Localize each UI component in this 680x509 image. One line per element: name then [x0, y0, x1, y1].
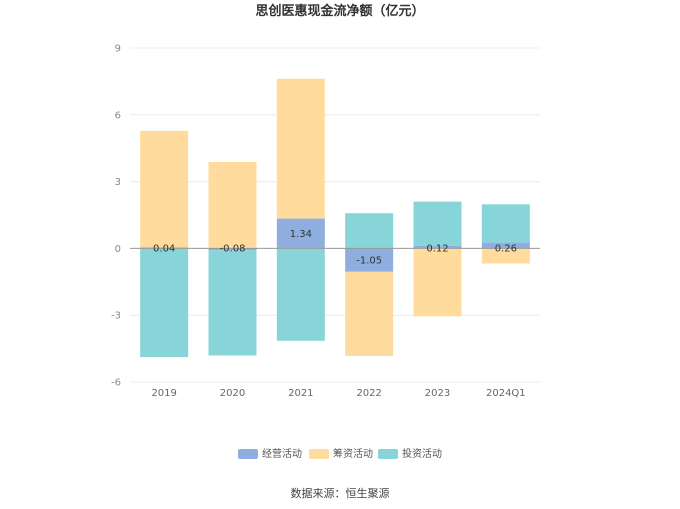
bar-segment [481, 204, 530, 243]
y-axis-ticks: 9 6 3 0 -3 -6 [111, 44, 121, 389]
bar-segment [140, 248, 189, 358]
x-tick-label: 2022 [356, 388, 381, 399]
bar-segment [208, 250, 257, 356]
legend: 经营活动 筹资活动 投资活动 [238, 447, 442, 460]
data-label: 0.26 [495, 243, 517, 254]
data-labels: 0.04 -0.08 1.34 -1.05 0.12 0.26 [153, 229, 517, 267]
data-label: -0.08 [220, 243, 246, 254]
bars [140, 78, 530, 358]
bar-segment [481, 248, 530, 264]
data-label: 0.04 [153, 243, 175, 254]
x-tick-label: 2019 [151, 388, 176, 399]
y-tick-label: 9 [115, 44, 121, 55]
data-label: 1.34 [290, 229, 312, 240]
grid-lines [130, 47, 540, 383]
bar-segment [413, 245, 462, 249]
bar-segment [276, 78, 325, 219]
y-tick-label: -6 [111, 378, 121, 389]
x-tick-label: 2023 [425, 388, 450, 399]
bar-segment [345, 271, 394, 356]
bar-segment [481, 242, 530, 249]
legend-swatch [238, 449, 258, 459]
bar-segment [413, 201, 462, 246]
bar-segment [276, 218, 325, 249]
chart-title: 思创医惠现金流净额（亿元） [255, 3, 424, 19]
bar-segment [345, 248, 394, 272]
bar-segment [276, 248, 325, 341]
y-tick-label: 0 [115, 244, 121, 255]
source-note: 数据来源：恒生聚源 [291, 486, 390, 500]
bar-segment [413, 248, 462, 317]
bar-segment [140, 130, 189, 248]
x-tick-label: 2024Q1 [486, 388, 526, 399]
legend-swatch [378, 449, 398, 459]
data-label: 0.12 [426, 243, 448, 254]
y-tick-label: 6 [115, 110, 121, 121]
bar-segment [345, 213, 394, 249]
legend-label: 经营活动 [262, 447, 302, 460]
x-tick-label: 2020 [220, 388, 245, 399]
y-tick-label: -3 [111, 311, 121, 322]
x-tick-label: 2021 [288, 388, 313, 399]
x-axis-labels: 2019 2020 2021 2022 2023 2024Q1 [151, 388, 525, 399]
legend-swatch [309, 449, 329, 459]
legend-label: 筹资活动 [333, 447, 373, 460]
data-label: -1.05 [356, 256, 382, 267]
bar-segment [208, 162, 257, 249]
legend-label: 投资活动 [402, 447, 442, 460]
bar-segment [208, 248, 257, 251]
y-tick-label: 3 [115, 177, 121, 188]
